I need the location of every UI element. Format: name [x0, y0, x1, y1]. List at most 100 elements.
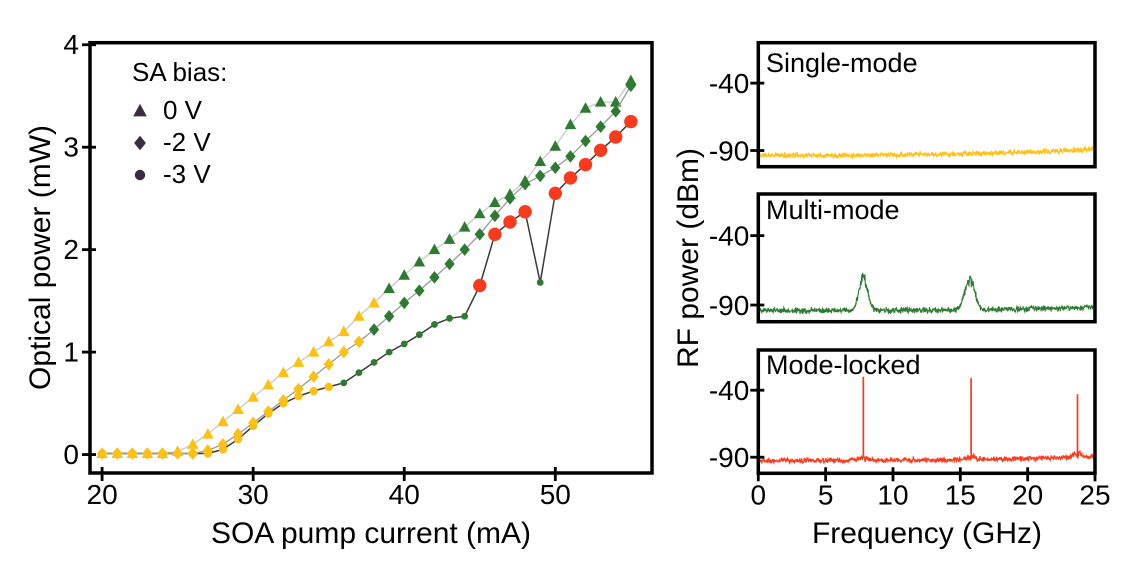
data-point-marker: [293, 382, 304, 396]
data-point-marker: [368, 323, 380, 336]
legend-item-minus3v: -3 V: [129, 158, 227, 190]
data-point-marker: [368, 296, 380, 308]
data-point-marker: [518, 205, 532, 219]
data-point-marker: [278, 393, 289, 407]
x-tick-label: 10: [877, 479, 908, 510]
legend-marker-glyph: [134, 135, 146, 151]
data-point-marker: [443, 233, 456, 244]
data-point-marker: [217, 415, 229, 427]
data-point-marker: [383, 282, 395, 294]
data-point-marker: [232, 427, 244, 441]
data-point-marker: [429, 271, 440, 284]
data-point-marker: [399, 296, 410, 310]
data-point-marker: [142, 447, 153, 460]
data-point-marker: [202, 444, 214, 457]
data-point-marker: [322, 335, 335, 347]
spectrum-panel-frame: [756, 348, 1097, 476]
data-point-marker: [473, 207, 486, 219]
data-point-marker: [263, 405, 274, 418]
spectrum-single-mode: -40 -90: [709, 40, 1097, 169]
data-point-marker: [473, 278, 487, 293]
y-tick-label: -90: [709, 136, 749, 167]
data-point-marker: [415, 331, 423, 339]
x-tick-label: 25: [1079, 479, 1110, 510]
data-point-marker: [565, 150, 576, 163]
data-point-marker: [355, 369, 363, 376]
y-tick-label: -90: [709, 442, 749, 473]
data-point-marker: [247, 391, 259, 402]
data-point-marker: [400, 340, 408, 348]
data-point-marker: [564, 118, 577, 130]
x-tick-label: 20: [1012, 479, 1043, 510]
x-tick-label: 5: [818, 479, 834, 510]
data-point-marker: [383, 309, 395, 323]
data-point-marker: [550, 161, 561, 174]
y-tick-label: 1: [63, 337, 79, 368]
data-point-marker: [112, 447, 123, 460]
y-tick-label: 4: [63, 29, 79, 60]
y-tick-label: -40: [709, 375, 749, 406]
frequency-axis-label: Frequency (GHz): [811, 517, 1043, 550]
panel-label-single-mode: Single-mode: [766, 48, 918, 78]
data-point-marker: [444, 257, 455, 271]
y-tick-label: -40: [709, 68, 749, 99]
x-tick-label: 0: [751, 479, 767, 510]
data-point-marker: [503, 215, 517, 229]
data-point-marker: [385, 348, 393, 356]
data-point-marker: [548, 186, 563, 201]
noise-trace: [757, 449, 1096, 466]
data-point-marker: [414, 284, 425, 297]
data-point-marker: [595, 120, 606, 134]
rf-power-axis-label: RF power (dBm): [672, 147, 705, 368]
data-point-marker: [579, 102, 592, 113]
data-point-marker: [413, 255, 426, 267]
data-point-marker: [370, 358, 378, 366]
x-tick-label: 20: [87, 479, 118, 510]
legend-label-minus3v: -3 V: [163, 158, 211, 189]
y-tick-label: 2: [63, 234, 79, 265]
legend-title: SA bias:: [132, 57, 228, 87]
legend-item-0v: 0 V: [129, 94, 227, 126]
data-point-marker: [232, 403, 244, 414]
data-point-marker: [338, 345, 349, 359]
data-point-marker: [489, 209, 501, 223]
data-point-marker: [594, 96, 607, 107]
data-point-marker: [353, 310, 365, 321]
data-point-marker: [431, 321, 438, 328]
data-point-marker: [459, 243, 470, 256]
data-point-marker: [519, 177, 531, 191]
data-point-marker: [549, 140, 562, 151]
x-tick-label: 15: [945, 479, 976, 510]
data-point-marker: [292, 356, 305, 367]
data-point-marker: [536, 279, 544, 286]
data-point-marker: [294, 391, 303, 401]
data-point-marker: [504, 192, 516, 205]
noise-trace: [757, 145, 1096, 160]
legend-label-minus2v: -2 V: [163, 126, 211, 157]
legend-marker-glyph: [133, 103, 147, 117]
data-point-marker: [187, 447, 198, 460]
data-point-marker: [340, 379, 348, 387]
series--2V: [96, 79, 637, 460]
data-point-marker: [593, 143, 608, 157]
data-point-marker: [461, 312, 469, 320]
spectrum-panel-frame: [756, 192, 1097, 324]
soa-current-axis-label: SOA pump current (mA): [210, 517, 532, 550]
panel-label-mode-locked: Mode-locked: [766, 350, 921, 380]
data-point-marker: [398, 269, 411, 280]
data-point-marker: [308, 370, 319, 383]
data-point-marker: [353, 335, 365, 349]
data-point-marker: [217, 438, 229, 451]
data-point-marker: [186, 438, 199, 449]
x-tick-label: 40: [389, 479, 420, 510]
data-point-marker: [309, 386, 318, 396]
data-point-marker: [609, 130, 623, 144]
spectrum-mode-locked: -40 -900 5 10 15 20 25: [709, 348, 1111, 510]
data-point-marker: [446, 314, 453, 322]
data-point-marker: [338, 325, 350, 337]
data-point-marker: [277, 366, 290, 378]
legend-marker-glyph: [134, 169, 146, 181]
data-point-marker: [307, 346, 320, 357]
panel-label-multi-mode: Multi-mode: [766, 195, 900, 225]
